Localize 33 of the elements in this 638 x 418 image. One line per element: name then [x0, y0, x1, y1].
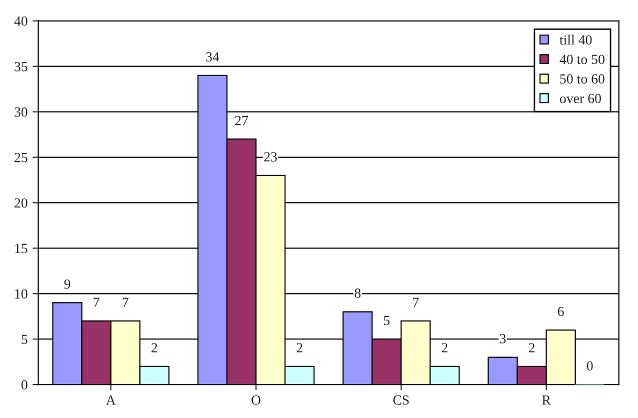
data-label: 7: [94, 298, 100, 307]
data-label: 6: [558, 306, 564, 316]
data-label: 2: [296, 343, 302, 352]
legend-label: over 60: [560, 94, 601, 104]
y-tick-label: 40: [14, 16, 28, 26]
data-label: 5: [384, 316, 390, 326]
legend-label: 50 to 60: [560, 74, 604, 84]
data-label: 2: [152, 343, 158, 352]
x-tick-label: R: [542, 396, 551, 405]
data-label: 3: [500, 334, 506, 344]
y-tick-label: 5: [22, 334, 28, 344]
x-tick-label: O: [252, 395, 260, 405]
x-tick-label: CS: [393, 395, 409, 405]
y-tick-label: 25: [14, 152, 28, 162]
data-label: 7: [413, 298, 419, 307]
data-label: 2: [442, 343, 448, 352]
data-label: 9: [64, 279, 70, 289]
y-tick-label: 15: [15, 244, 28, 254]
x-tick-label: A: [106, 395, 116, 405]
data-label: 34: [206, 52, 220, 62]
data-label: 7: [122, 298, 128, 307]
data-label: 0: [586, 361, 593, 371]
data-label: 23: [264, 152, 277, 162]
data-label: 8: [354, 288, 361, 298]
y-tick-label: 0: [21, 380, 28, 390]
y-tick-label: 35: [14, 62, 28, 72]
data-label: 27: [235, 116, 248, 126]
y-tick-label: 20: [14, 198, 28, 208]
y-tick-label: 30: [14, 107, 28, 117]
legend-label: till 40: [560, 34, 592, 45]
legend-label: 40 to 50: [560, 54, 604, 64]
data-label: 2: [528, 343, 534, 352]
y-tick-label: 10: [15, 289, 28, 299]
